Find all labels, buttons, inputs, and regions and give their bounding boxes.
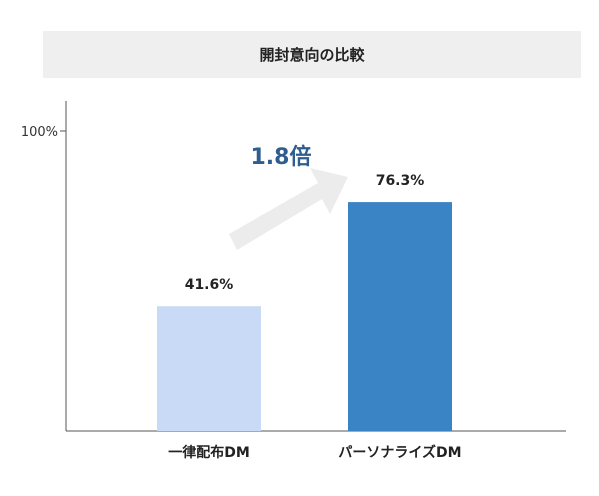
- category-label-1: 一律配布DM: [168, 444, 250, 461]
- category-label-2: パーソナライズDM: [338, 444, 461, 461]
- bar-1: [157, 306, 261, 431]
- bar-2: [348, 202, 452, 431]
- category-labels-group: 一律配布DM パーソナライズDM: [168, 444, 461, 461]
- value-label-2: 76.3%: [376, 173, 425, 189]
- comparison-arrow: [229, 168, 348, 250]
- y-tick-label: 100%: [21, 125, 58, 140]
- y-ticks-group: 100%: [21, 125, 66, 140]
- chart-title: 開封意向の比較: [43, 31, 581, 78]
- value-label-1: 41.6%: [185, 277, 234, 293]
- ratio-annotation: 1.8倍: [251, 144, 312, 170]
- value-labels-group: 41.6% 76.3%: [185, 173, 425, 293]
- bars-group: [157, 202, 452, 431]
